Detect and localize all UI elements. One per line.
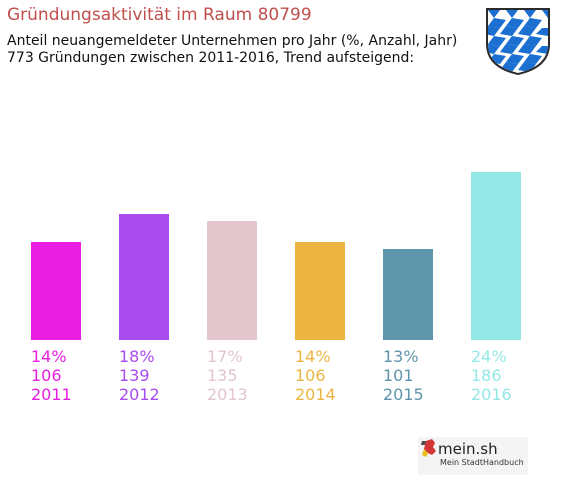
bar-2016	[471, 172, 521, 340]
bar-label-year: 2016	[471, 385, 512, 404]
bar-2014	[295, 242, 345, 340]
chart-subtitle: Anteil neuangemeldeter Unternehmen pro J…	[7, 33, 457, 67]
logo-brand: mein.sh	[438, 440, 498, 458]
mein-sh-logo-icon	[418, 437, 528, 475]
bar-2013	[207, 221, 257, 340]
bar-label-count: 101	[383, 366, 414, 385]
logo-tagline: Mein StadtHandbuch	[440, 458, 524, 467]
bar-label-year: 2013	[207, 385, 248, 404]
bar-label-count: 186	[471, 366, 502, 385]
subtitle-line-2: 773 Gründungen zwischen 2011-2016, Trend…	[7, 50, 415, 66]
bar-label-year: 2014	[295, 385, 336, 404]
bar-label-year: 2011	[31, 385, 72, 404]
bar-label-pct: 13%	[383, 347, 419, 366]
bar-label-2012: 18% 139 2012	[119, 347, 160, 404]
bavaria-crest-icon	[486, 8, 550, 75]
bar-2015	[383, 249, 433, 340]
bar-label-pct: 18%	[119, 347, 155, 366]
bar-label-pct: 24%	[471, 347, 507, 366]
bar-2012	[119, 214, 169, 340]
bar-label-year: 2012	[119, 385, 160, 404]
bar-label-2014: 14% 106 2014	[295, 347, 336, 404]
bar-label-count: 106	[295, 366, 326, 385]
bar-label-pct: 14%	[295, 347, 331, 366]
bar-label-count: 139	[119, 366, 150, 385]
bar-label-pct: 17%	[207, 347, 243, 366]
subtitle-line-1: Anteil neuangemeldeter Unternehmen pro J…	[7, 33, 458, 49]
bar-label-2016: 24% 186 2016	[471, 347, 512, 404]
bar-label-year: 2015	[383, 385, 424, 404]
bar-label-2015: 13% 101 2015	[383, 347, 424, 404]
bar-2011	[31, 242, 81, 340]
bar-label-2013: 17% 135 2013	[207, 347, 248, 404]
bar-label-2011: 14% 106 2011	[31, 347, 72, 404]
bar-label-count: 135	[207, 366, 238, 385]
chart-title: Gründungsaktivität im Raum 80799	[7, 5, 312, 25]
bar-label-count: 106	[31, 366, 62, 385]
bar-label-pct: 14%	[31, 347, 67, 366]
